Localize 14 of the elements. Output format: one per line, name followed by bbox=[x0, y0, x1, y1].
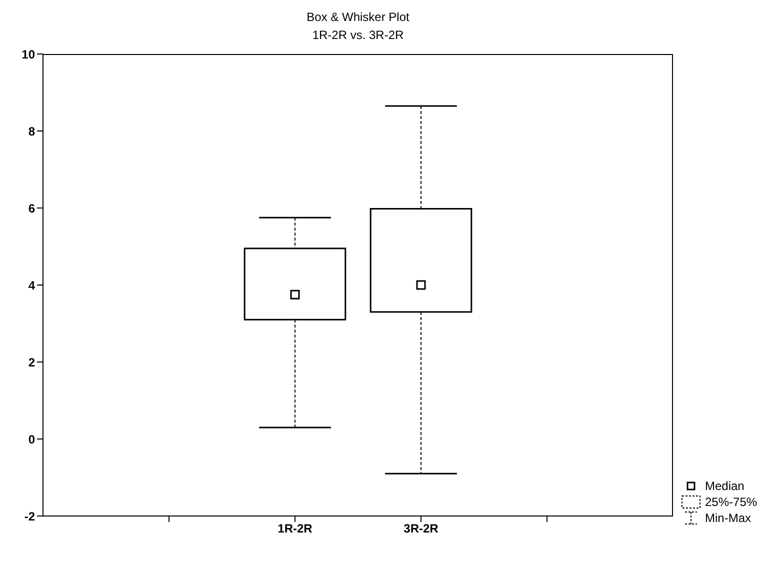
y-tick-label: 2 bbox=[28, 355, 36, 370]
x-tick-label: 3R-2R bbox=[404, 522, 439, 536]
y-tick-label: 6 bbox=[28, 201, 36, 216]
y-tick-label: 8 bbox=[28, 124, 36, 138]
x-tick-label: 1R-2R bbox=[278, 522, 313, 536]
y-tick-label: 10 bbox=[22, 47, 36, 62]
y-tick-label: 4 bbox=[28, 278, 36, 292]
chart-subtitle: 1R-2R vs. 3R-2R bbox=[311, 27, 405, 44]
text: Min-Max bbox=[705, 510, 752, 526]
text: Median bbox=[705, 478, 744, 494]
y-tick-label: -2 bbox=[24, 509, 36, 524]
chart-title: Box & Whisker Plot bbox=[306, 9, 410, 26]
text: 25%-75% bbox=[705, 494, 758, 510]
y-tick-label: 0 bbox=[28, 432, 36, 446]
